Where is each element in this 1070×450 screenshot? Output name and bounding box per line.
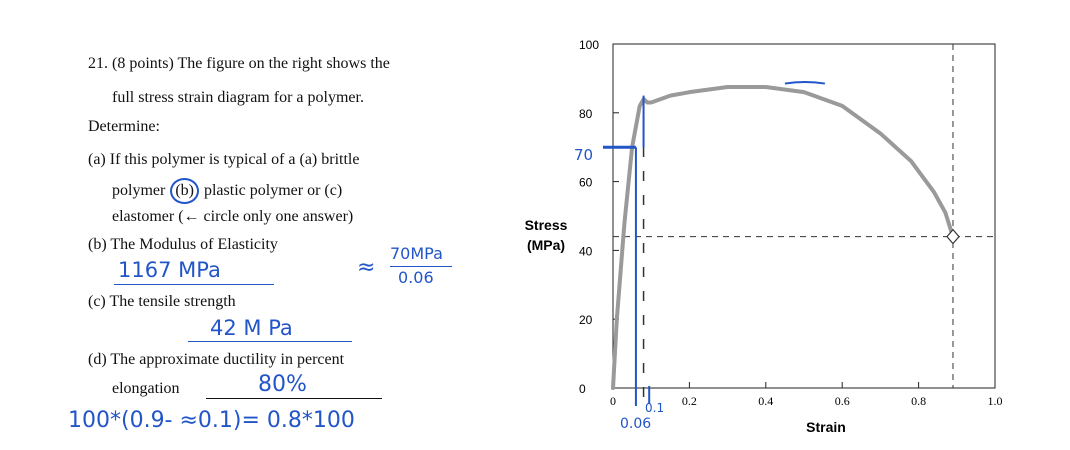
hand-label-0-1: 0.1 bbox=[645, 401, 664, 415]
hand-mark-peak bbox=[784, 81, 826, 85]
x-tick-label: 1.0 bbox=[988, 394, 1003, 408]
part-d-label: (d) The approximate ductility in percent bbox=[88, 351, 345, 368]
y-tick-label: 100 bbox=[579, 38, 599, 52]
y-tick-label: 40 bbox=[579, 244, 593, 258]
y-axis-label-line2: (MPa) bbox=[527, 237, 565, 253]
fraction-bar bbox=[390, 266, 452, 267]
ductility-blank bbox=[206, 398, 382, 399]
part-a-line1: (a) If this polymer is typical of a (a) … bbox=[88, 151, 360, 168]
part-b-label: (b) The Modulus of Elasticity bbox=[88, 236, 278, 253]
hand-label-70: 70 bbox=[574, 146, 593, 164]
y-axis-label-line1: Stress bbox=[525, 217, 568, 233]
modulus-underline bbox=[114, 284, 274, 285]
tensile-underline bbox=[188, 341, 352, 342]
fraction-denominator: 0.06 bbox=[398, 268, 434, 287]
x-axis-label: Strain bbox=[806, 419, 846, 435]
part-d-line2: elongation bbox=[112, 380, 180, 397]
fracture-marker bbox=[946, 228, 960, 245]
x-tick-label: 0 bbox=[610, 394, 616, 408]
question-title-cont: full stress strain diagram for a polymer… bbox=[112, 89, 364, 106]
y-tick-label: 60 bbox=[579, 176, 593, 190]
part-c-label: (c) The tensile strength bbox=[88, 293, 236, 310]
determine-label: Determine: bbox=[88, 118, 160, 135]
y-tick-label: 20 bbox=[579, 313, 593, 327]
x-tick-label: 0.6 bbox=[835, 394, 850, 408]
part-a-line3: elastomer (← circle only one answer) bbox=[112, 208, 354, 225]
ductility-answer: 80% bbox=[258, 372, 307, 397]
fraction-numerator: 70MPa bbox=[390, 244, 443, 263]
y-tick-label: 80 bbox=[579, 107, 593, 121]
circled-option-b: (b) bbox=[170, 178, 199, 204]
hand-label-0-06: 0.06 bbox=[620, 416, 651, 432]
question-title: 21. (8 points) The figure on the right s… bbox=[88, 55, 390, 72]
option-b-text: plastic polymer or (c) bbox=[203, 182, 343, 199]
stress-strain-curve bbox=[611, 85, 955, 390]
option-a-text: polymer bbox=[112, 182, 166, 199]
plot-frame bbox=[612, 43, 996, 389]
x-tick-label: 0.8 bbox=[911, 394, 926, 408]
x-tick-label: 0.4 bbox=[758, 394, 773, 408]
ductility-calculation: 100*(0.9- ≈0.1)= 0.8*100 bbox=[68, 408, 355, 433]
approx-sign: ≈ bbox=[357, 255, 376, 280]
part-a-line2: polymer (b) plastic polymer or (c) bbox=[112, 178, 343, 204]
y-tick-label: 0 bbox=[579, 382, 586, 396]
modulus-answer: 1167 MPa bbox=[118, 258, 221, 282]
tensile-answer: 42 M Pa bbox=[210, 316, 293, 340]
x-tick-label: 0.2 bbox=[682, 394, 697, 408]
